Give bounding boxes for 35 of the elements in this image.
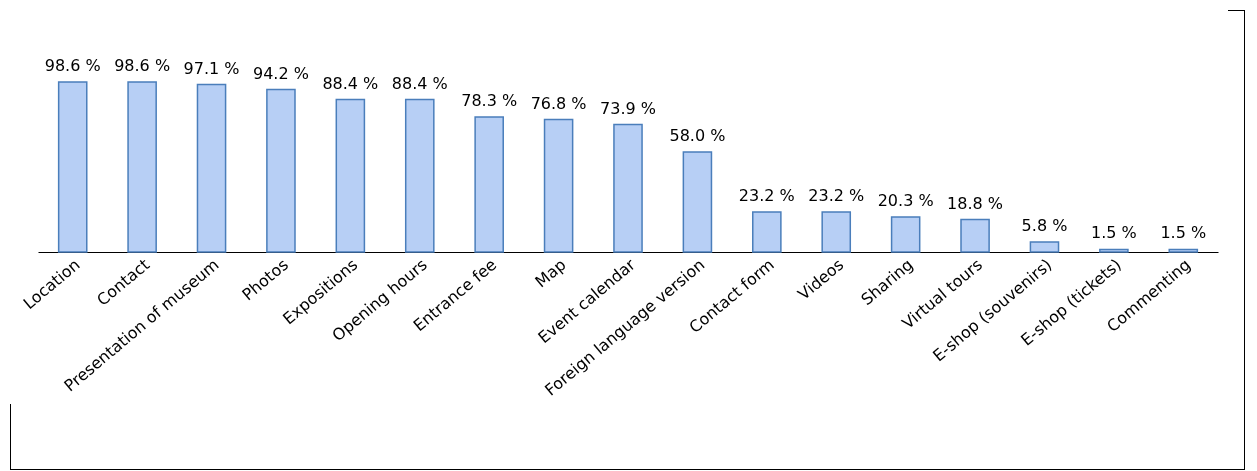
data-label: 23.2 % bbox=[738, 186, 795, 205]
data-label: 18.8 % bbox=[947, 193, 1004, 213]
data-label: 97.1 % bbox=[183, 58, 240, 78]
bar bbox=[960, 218, 990, 253]
data-label: 88.4 % bbox=[391, 73, 448, 93]
bar bbox=[1099, 248, 1129, 253]
data-label: 73.9 % bbox=[600, 98, 656, 118]
bar bbox=[752, 211, 782, 253]
data-label: 98.6 % bbox=[114, 56, 171, 75]
bar bbox=[57, 81, 88, 253]
bar bbox=[890, 216, 921, 253]
data-label: 76.8 % bbox=[530, 93, 587, 113]
bar bbox=[1029, 241, 1060, 253]
data-label: 5.8 % bbox=[1021, 216, 1068, 235]
data-label: 23.2 % bbox=[808, 186, 865, 205]
data-label: 78.3 % bbox=[461, 91, 518, 110]
bar bbox=[821, 211, 852, 253]
bar bbox=[127, 81, 157, 253]
data-label: 58.0 % bbox=[669, 126, 726, 145]
bar bbox=[1168, 248, 1199, 253]
bar bbox=[196, 83, 227, 253]
data-label: 1.5 % bbox=[1091, 223, 1137, 243]
data-label: 98.6 % bbox=[44, 56, 101, 75]
bar bbox=[613, 123, 643, 253]
x-tick-label: Map bbox=[531, 254, 570, 292]
data-label: 1.5 % bbox=[1160, 223, 1207, 243]
bar bbox=[682, 151, 713, 253]
data-label: 20.3 % bbox=[877, 191, 934, 210]
data-label: 94.2 % bbox=[252, 63, 309, 83]
bar bbox=[474, 116, 504, 253]
bar bbox=[266, 88, 296, 253]
bar bbox=[404, 98, 435, 253]
bar bbox=[543, 118, 574, 253]
bar bbox=[335, 98, 366, 253]
data-label: 88.4 % bbox=[322, 73, 379, 93]
